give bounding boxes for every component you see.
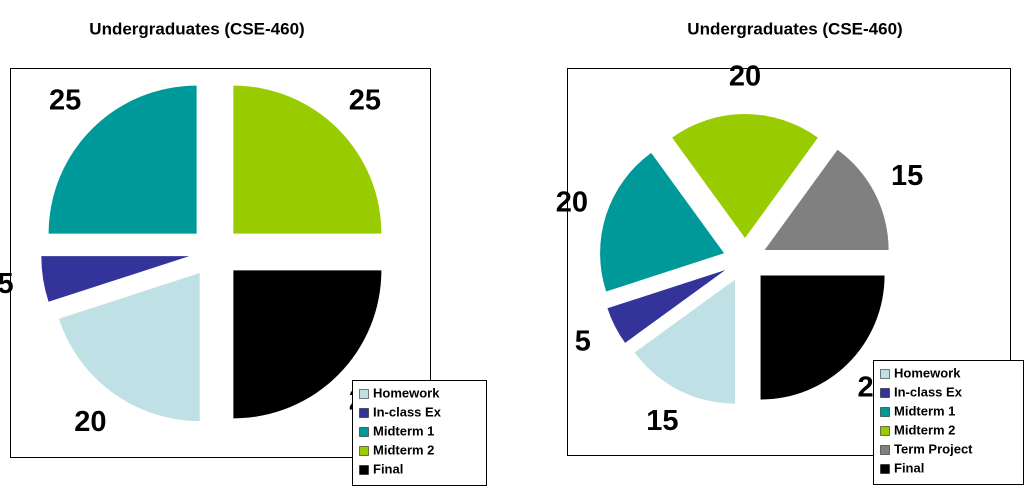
legend-swatch [359, 446, 369, 456]
legend-label: Homework [894, 365, 961, 380]
legend-swatch [880, 388, 890, 398]
pie-slice [48, 85, 197, 234]
pie-slice [672, 114, 818, 238]
legend-label: Midterm 2 [373, 442, 434, 457]
legend-swatch [359, 465, 369, 475]
legend-label: Midterm 1 [894, 403, 955, 418]
data-label: 5 [0, 268, 14, 300]
chart-title: Undergraduates (CSE-460) [89, 19, 304, 38]
legend-label: Final [373, 461, 403, 476]
data-label: 20 [729, 61, 761, 93]
pie-slice [760, 275, 885, 400]
data-label: 25 [49, 85, 81, 117]
legend-swatch [880, 464, 890, 474]
legend-label: Term Project [894, 441, 973, 456]
legend-swatch [880, 445, 890, 455]
legend-box [352, 380, 487, 486]
legend-label: Midterm 1 [373, 423, 434, 438]
pie-slice [634, 279, 736, 404]
pie-slice [607, 269, 726, 343]
data-label: 20 [74, 406, 106, 438]
legend-swatch [359, 389, 369, 399]
pie-slice [764, 149, 889, 251]
data-label: 25 [349, 85, 381, 117]
data-label: 15 [891, 160, 923, 192]
pie-slice [600, 152, 725, 292]
legend-label: In-class Ex [373, 404, 442, 419]
chart-title: Undergraduates (CSE-460) [687, 19, 902, 38]
data-label: 20 [556, 186, 588, 218]
legend-label: Homework [373, 385, 440, 400]
legend-swatch [359, 427, 369, 437]
legend-label: Final [894, 460, 924, 475]
legend-swatch [359, 408, 369, 418]
data-label: 15 [646, 405, 678, 437]
legend-swatch [880, 369, 890, 379]
legend-label: In-class Ex [894, 384, 963, 399]
pie-slice [233, 85, 382, 234]
legend-label: Midterm 2 [894, 422, 955, 437]
pie-slice [58, 273, 200, 422]
pie-slice [233, 270, 382, 419]
pie-slice [41, 256, 190, 302]
legend-box [873, 360, 1024, 485]
data-label: 5 [575, 325, 591, 357]
legend-swatch [880, 407, 890, 417]
legend-swatch [880, 426, 890, 436]
